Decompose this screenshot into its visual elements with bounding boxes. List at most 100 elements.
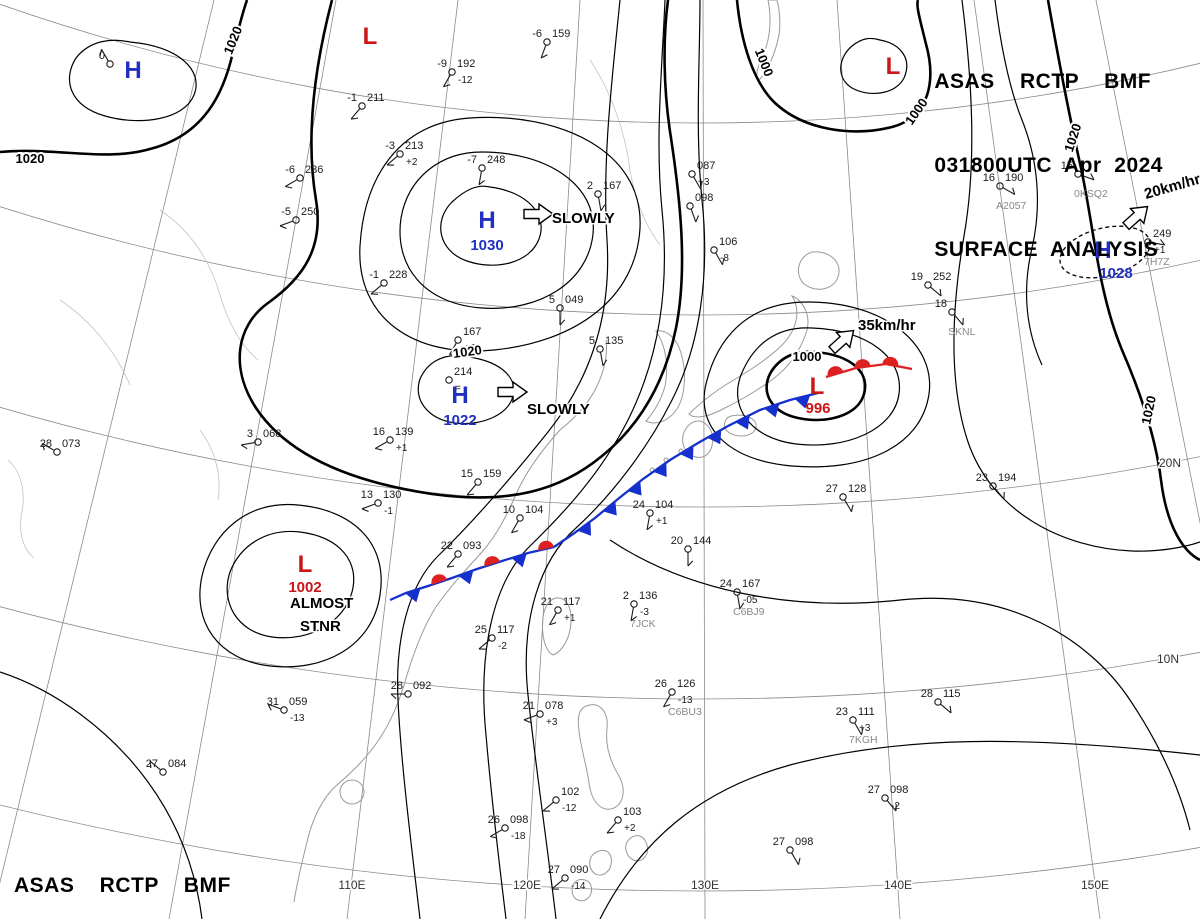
wind-barb-feather-icon [600,204,606,212]
wind-barb-icon [663,694,671,707]
station-plot: 18 SKNL [935,298,976,338]
station-temperature: 21 [523,700,535,712]
station-circle-icon [159,768,167,776]
station-circle-icon [501,824,509,832]
meridian [0,0,215,884]
station-circle-icon [839,493,847,501]
terrain-line [589,59,661,246]
station-tendency: = [455,383,461,394]
station-temperature: 20 [671,535,683,547]
station-pressure: 102 [561,786,579,798]
wind-barb-icon [693,176,701,189]
station-temperature: 27 [548,864,560,876]
station-circle-icon [106,60,114,68]
wind-barb-feather-icon [687,560,694,567]
station-circle-icon [614,816,622,824]
station-pressure: 068 [263,428,281,440]
isobar [359,116,641,352]
longitude-label: 120E [513,878,541,892]
station-circle-icon [380,279,388,287]
station-circle-icon [948,308,956,316]
station-pressure: 093 [463,540,481,552]
station-pressure: 098 [890,784,908,796]
station-tendency: +1 [396,443,408,454]
isobar [599,740,1200,919]
station-temperature: 21 [541,596,553,608]
station-pressure: 115 [943,688,961,700]
station-circle-icon [924,281,932,289]
wind-barb-feather-icon [850,504,854,512]
station-plot: 27 090 -14 [548,864,589,892]
isobar [396,0,621,919]
station-temperature: 26 [655,678,667,690]
longitude-label: 150E [1081,878,1109,892]
station-temperature: 16 [373,426,385,438]
station-plot: 13 130 -1 [361,489,402,517]
station-plot: -1 228 [369,269,407,295]
wind-barb-feather-icon [1090,173,1095,181]
longitude-label: 110E [338,878,365,892]
product-type: SURFACE ANALYSIS [934,238,1159,261]
high-symbol: H [1094,237,1111,264]
coastline-yellow-sea [559,339,607,431]
isobar [68,39,197,122]
station-circle-icon [488,634,496,642]
station-plot: 2 167 [587,180,621,212]
station-plot: 24 104 +1 [633,499,673,531]
station-circle-icon [668,688,676,696]
high-symbol: H [478,207,495,234]
low-symbol: L [886,53,901,80]
isobar-1020-closed [417,355,515,425]
wind-barb-icon [285,179,298,187]
station-circle-icon [448,68,456,76]
station-circle-icon [292,216,300,224]
station-tendency: -2 [498,641,507,652]
station-pressure: 190 [1005,172,1023,184]
station-circle-icon [556,304,564,312]
cold-front-triangle [458,570,474,585]
station-temperature: 27 [146,758,158,770]
wind-barb-icon [375,441,388,449]
stationary-front [389,540,555,603]
wind-barb-feather-icon [478,180,485,186]
station-plot: 27 128 [826,483,866,512]
wind-barb-icon [386,155,398,166]
product-id: ASAS RCTP BMF [14,874,231,897]
station-pressure: 252 [933,271,951,283]
wind-barb-feather-icon [523,719,531,724]
wind-barb-icon [930,286,942,297]
station-pressure: 144 [693,535,711,547]
station-temperature: 5 [589,335,595,347]
wind-barb-icon [886,800,897,812]
forecast-position-ellipse [1059,225,1151,279]
coastlines [293,0,840,903]
station-temperature: 27 [868,784,880,796]
station-circle-icon [786,846,794,854]
station-circle-icon [594,190,602,198]
station-plot: 19 252 [911,271,951,297]
cold-front-triangle [627,481,642,496]
wind-barb-icon [994,488,1005,500]
wind-barb-feather-icon [149,761,152,769]
isobar-label: 1000 [793,349,822,364]
station-temperature: -6 [285,164,295,176]
pressure-system-high: H [124,57,141,84]
wind-barb-icon [449,342,457,355]
station-plot: 16 190 A2057 [983,172,1027,212]
terrain-lines [7,59,661,559]
station-callsign: SKNL [948,326,976,338]
station-tendency: +3 [546,717,558,728]
station-circle-icon [280,706,288,714]
wind-barb-icon [854,722,862,735]
station-tendency: +6 [464,343,476,354]
product-datetime: 031800UTC Apr 2024 [934,154,1163,177]
cold-front [553,391,819,548]
central-pressure-value: 996 [805,400,830,417]
station-pressure: 228 [389,269,407,281]
station-circle-icon [686,202,694,210]
station-pressure: 117 [497,624,515,636]
coastline-luzon [577,704,624,810]
wind-barb-icon [690,209,697,223]
station-pressure: 126 [677,678,695,690]
